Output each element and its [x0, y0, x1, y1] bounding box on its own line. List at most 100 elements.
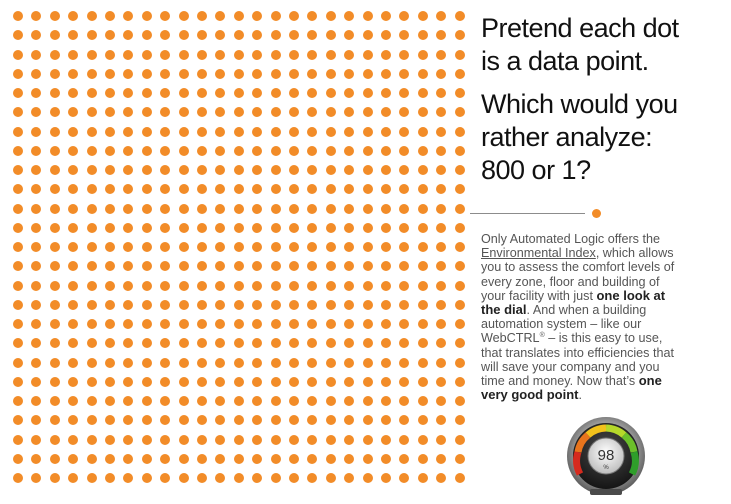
data-dot: [86, 415, 97, 426]
data-dot: [436, 11, 447, 21]
data-dot: [270, 88, 281, 98]
data-dot: [215, 453, 226, 464]
data-dot: [68, 396, 79, 406]
data-dot: [178, 203, 189, 214]
data-dot: [270, 68, 281, 79]
data-dot: [307, 184, 318, 195]
data-dot: [160, 376, 171, 387]
data-dot: [417, 473, 428, 483]
data-dot: [49, 338, 60, 349]
data-dot: [86, 11, 97, 21]
data-dot: [417, 30, 428, 41]
data-dot: [160, 203, 171, 214]
data-dot: [307, 88, 318, 98]
data-dot: [307, 165, 318, 175]
data-dot: [436, 338, 447, 349]
data-dot: [454, 319, 465, 329]
data-dot: [13, 49, 23, 60]
data-dot: [13, 434, 23, 445]
data-dot: [325, 319, 336, 329]
data-dot: [381, 473, 391, 483]
data-dot: [160, 319, 171, 329]
data-dot: [289, 126, 299, 137]
data-dot: [68, 68, 79, 79]
data-dot: [454, 49, 465, 60]
data-dot: [215, 319, 226, 329]
data-dot: [362, 453, 373, 464]
data-dot: [252, 453, 263, 464]
data-dot: [123, 145, 134, 156]
data-dot: [13, 30, 23, 41]
data-dot: [344, 319, 355, 329]
data-dot: [233, 242, 244, 252]
data-dot: [270, 165, 281, 175]
data-dot: [178, 222, 189, 233]
data-dot: [86, 165, 97, 175]
data-dot: [160, 11, 171, 21]
data-dot: [49, 222, 60, 233]
data-dot: [141, 107, 152, 118]
data-dot: [31, 88, 42, 98]
data-dot: [49, 415, 60, 426]
data-dot: [13, 222, 23, 233]
data-dot: [381, 280, 391, 291]
data-dot: [123, 280, 134, 291]
data-dot: [381, 184, 391, 195]
data-dot: [454, 30, 465, 41]
data-dot: [160, 396, 171, 406]
data-dot: [399, 11, 410, 21]
data-dot: [13, 165, 23, 175]
data-dot: [417, 299, 428, 310]
data-dot: [233, 88, 244, 98]
data-dot: [49, 165, 60, 175]
data-dot: [197, 473, 207, 483]
data-dot: [436, 49, 447, 60]
data-dot: [215, 357, 226, 368]
data-dot: [141, 88, 152, 98]
data-dot: [307, 30, 318, 41]
data-dot: [68, 126, 79, 137]
data-dot: [68, 165, 79, 175]
data-dot: [68, 203, 79, 214]
data-dot: [68, 30, 79, 41]
data-dot: [454, 68, 465, 79]
data-dot: [123, 222, 134, 233]
data-dot: [454, 338, 465, 349]
data-dot: [86, 376, 97, 387]
data-dot: [436, 184, 447, 195]
data-dot: [13, 473, 23, 483]
data-dot: [325, 49, 336, 60]
data-dot: [178, 319, 189, 329]
body-text-4: – is this easy to use, that translates i…: [481, 331, 674, 389]
data-dot: [160, 184, 171, 195]
data-dot: [381, 338, 391, 349]
data-dot: [49, 261, 60, 272]
environmental-index-link[interactable]: Environmental Index: [481, 246, 596, 261]
data-dot: [233, 107, 244, 118]
data-dot: [13, 88, 23, 98]
data-dot: [13, 319, 23, 329]
data-dot: [105, 165, 115, 175]
data-dot: [49, 184, 60, 195]
data-dot: [31, 376, 42, 387]
data-dot: [233, 473, 244, 483]
data-dot: [233, 357, 244, 368]
data-dot: [289, 338, 299, 349]
data-dot: [68, 145, 79, 156]
data-dot: [233, 415, 244, 426]
data-dot: [197, 261, 207, 272]
data-dot: [160, 126, 171, 137]
data-dot: [289, 396, 299, 406]
data-dot: [436, 453, 447, 464]
data-dot: [141, 203, 152, 214]
data-dot: [436, 415, 447, 426]
data-dot: [105, 357, 115, 368]
data-dot: [49, 299, 60, 310]
data-dot: [270, 434, 281, 445]
data-dot: [417, 357, 428, 368]
data-dot: [325, 222, 336, 233]
data-dot: [160, 145, 171, 156]
data-dot: [31, 434, 42, 445]
data-dot: [325, 453, 336, 464]
data-dot: [344, 434, 355, 445]
